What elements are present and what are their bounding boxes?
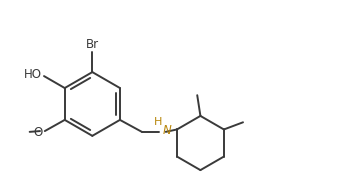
Text: O: O (33, 126, 43, 139)
Text: H: H (153, 117, 162, 127)
Text: Br: Br (86, 38, 99, 51)
Text: N: N (163, 124, 171, 137)
Text: HO: HO (24, 68, 42, 81)
